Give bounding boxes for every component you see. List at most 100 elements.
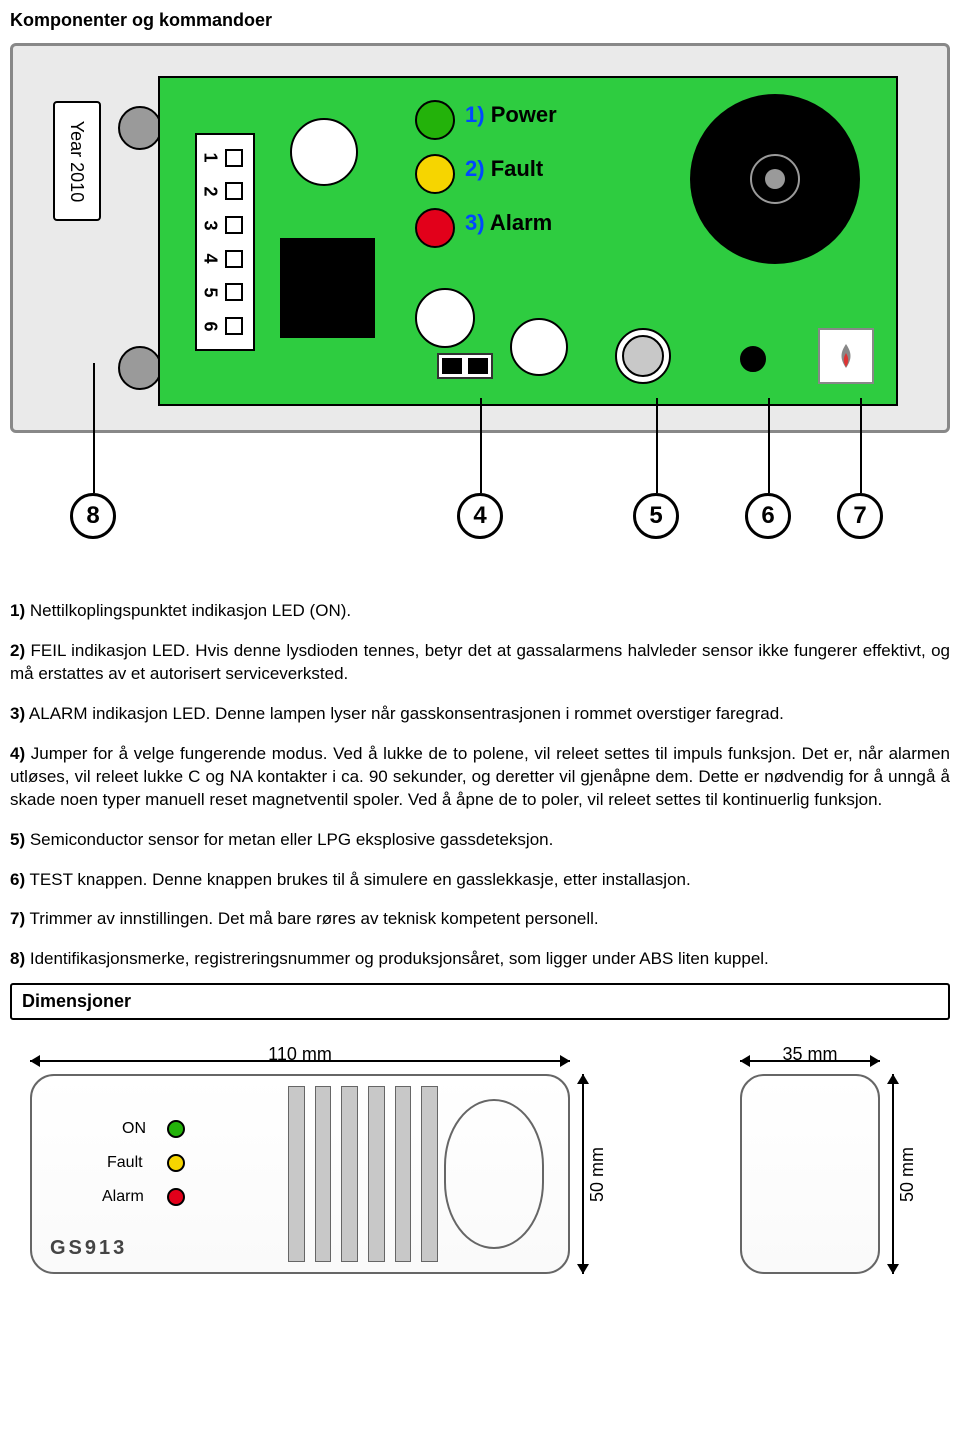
- test-button-dot: [740, 346, 766, 372]
- dip-num-3: 3: [200, 216, 221, 234]
- desc-4-text: Jumper for å velge fungerende modus. Ved…: [10, 744, 950, 809]
- callout-4: 4: [457, 493, 503, 539]
- front-alarm-label: Alarm: [102, 1188, 144, 1206]
- desc-5-text: Semiconductor sensor for metan eller LPG…: [25, 830, 553, 849]
- year-label-box: Year 2010: [53, 101, 101, 221]
- desc-3-num: 3): [10, 704, 25, 723]
- lead-7: [860, 398, 862, 493]
- dip-slot: [225, 149, 243, 167]
- sensor-core: [622, 335, 664, 377]
- desc-8-num: 8): [10, 949, 25, 968]
- desc-7-text: Trimmer av innstillingen. Det må bare rø…: [25, 909, 599, 928]
- device-front-box: 110 mm ON Fault Alarm GS913 50 mm: [30, 1074, 570, 1274]
- front-on-label: ON: [122, 1120, 146, 1138]
- lead-4: [480, 398, 482, 493]
- device-side: [740, 1074, 880, 1274]
- desc-3-text: ALARM indikasjon LED. Denne lampen lyser…: [25, 704, 784, 723]
- dip-slot: [225, 182, 243, 200]
- jumper-pin: [442, 358, 462, 374]
- flame-icon: [831, 341, 861, 371]
- desc-2-num: 2): [10, 641, 25, 660]
- dip-slot: [225, 283, 243, 301]
- dimensions-header: Dimensjoner: [10, 983, 950, 1020]
- fault-led: [415, 154, 455, 194]
- dip-slot: [225, 317, 243, 335]
- callout-row: 8 4 5 6 7: [10, 443, 950, 583]
- front-on-led: [167, 1120, 185, 1138]
- callout-7: 7: [837, 493, 883, 539]
- lead-6: [768, 398, 770, 493]
- sensor-dome: [444, 1099, 544, 1249]
- desc-6-text: TEST knappen. Denne knappen brukes til å…: [25, 870, 691, 889]
- desc-5: 5) Semiconductor sensor for metan eller …: [10, 829, 950, 852]
- front-fault-led: [167, 1154, 185, 1172]
- dip-row: 1: [201, 147, 249, 168]
- desc-3: 3) ALARM indikasjon LED. Denne lampen ly…: [10, 703, 950, 726]
- fault-led-num: 2): [465, 156, 485, 181]
- front-fault-label: Fault: [107, 1154, 143, 1172]
- desc-8: 8) Identifikasjonsmerke, registreringsnu…: [10, 948, 950, 971]
- desc-1: 1) Nettilkoplingspunktet indikasjon LED …: [10, 600, 950, 623]
- callout-8: 8: [70, 493, 116, 539]
- dimensions-row: 110 mm ON Fault Alarm GS913 50 mm 35 mm …: [10, 1034, 950, 1284]
- callout-5: 5: [633, 493, 679, 539]
- device-front: ON Fault Alarm GS913: [30, 1074, 570, 1274]
- dim-width-arrow: [30, 1060, 570, 1062]
- dim-height-text-1: 50 mm: [587, 1147, 608, 1202]
- dip-num-6: 6: [200, 317, 221, 335]
- fault-led-label: 2) Fault: [465, 156, 543, 182]
- desc-7-num: 7): [10, 909, 25, 928]
- alarm-led-label: 3) Alarm: [465, 210, 552, 236]
- trimmer-box: [818, 328, 874, 384]
- dip-slot: [225, 250, 243, 268]
- alarm-led-num: 3): [465, 210, 485, 235]
- sensor-socket: [615, 328, 671, 384]
- dip-num-1: 1: [200, 149, 221, 167]
- jumper-pin: [468, 358, 488, 374]
- page-title: Komponenter og kommandoer: [10, 10, 950, 31]
- desc-2: 2) FEIL indikasjon LED. Hvis denne lysdi…: [10, 640, 950, 686]
- model-label: GS913: [50, 1237, 127, 1260]
- dip-row: 6: [201, 316, 249, 337]
- desc-6: 6) TEST knappen. Denne knappen brukes ti…: [10, 869, 950, 892]
- desc-2-text: FEIL indikasjon LED. Hvis denne lysdiode…: [10, 641, 950, 683]
- device-side-box: 35 mm 50 mm: [740, 1074, 880, 1274]
- alarm-led: [415, 208, 455, 248]
- mounting-hole-mid: [415, 288, 475, 348]
- callout-6: 6: [745, 493, 791, 539]
- dip-num-4: 4: [200, 250, 221, 268]
- desc-8-text: Identifikasjonsmerke, registreringsnumme…: [25, 949, 769, 968]
- screw-top-left: [118, 106, 162, 150]
- dim-depth-arrow: [740, 1060, 880, 1062]
- lead-8: [93, 363, 95, 493]
- desc-1-text: Nettilkoplingspunktet indikasjon LED (ON…: [25, 601, 351, 620]
- jumper-block: [437, 353, 493, 379]
- dip-slot: [225, 216, 243, 234]
- dim-height-label-1: 50 mm: [582, 1074, 612, 1274]
- speaker-grille: [288, 1086, 438, 1262]
- desc-7: 7) Trimmer av innstillingen. Det må bare…: [10, 908, 950, 931]
- dip-num-5: 5: [200, 283, 221, 301]
- pcb-board: 1 2 3 4 5 6 1) Power 2) Fault 3) Alarm: [158, 76, 898, 406]
- buzzer: [690, 94, 860, 264]
- power-led: [415, 100, 455, 140]
- fault-led-name: Fault: [491, 156, 544, 181]
- dim-height-label-2: 50 mm: [892, 1074, 922, 1274]
- ic-chip: [280, 238, 375, 338]
- lead-5: [656, 398, 658, 493]
- buzzer-dot: [765, 169, 785, 189]
- dip-row: 2: [201, 181, 249, 202]
- dip-row: 4: [201, 248, 249, 269]
- power-led-label: 1) Power: [465, 102, 557, 128]
- desc-5-num: 5): [10, 830, 25, 849]
- screw-bottom-left: [118, 346, 162, 390]
- desc-4: 4) Jumper for å velge fungerende modus. …: [10, 743, 950, 812]
- mounting-hole-mr: [510, 318, 568, 376]
- desc-4-num: 4): [10, 744, 25, 763]
- dip-num-2: 2: [200, 182, 221, 200]
- pcb-diagram-frame: Year 2010 1 2 3 4 5 6 1) Power 2) Fault …: [10, 43, 950, 433]
- power-led-name: Power: [491, 102, 557, 127]
- front-alarm-led: [167, 1188, 185, 1206]
- year-text: Year 2010: [67, 120, 88, 201]
- dip-row: 3: [201, 215, 249, 236]
